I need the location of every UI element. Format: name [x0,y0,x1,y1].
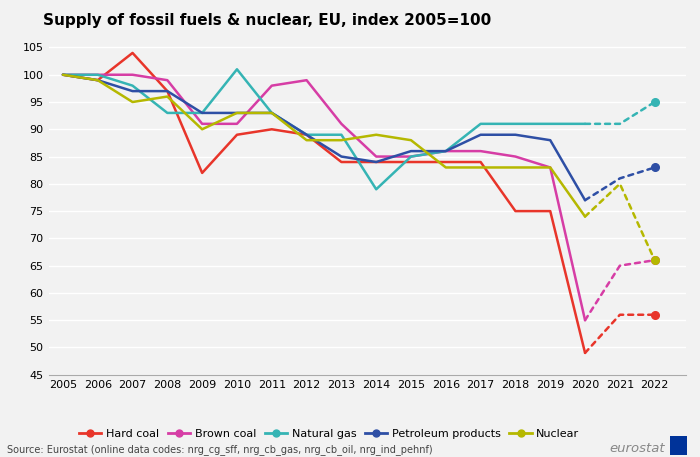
Legend: Hard coal, Brown coal, Natural gas, Petroleum products, Nuclear: Hard coal, Brown coal, Natural gas, Petr… [75,424,584,443]
Text: Source: Eurostat (online data codes: nrg_cg_sff, nrg_cb_gas, nrg_cb_oil, nrg_ind: Source: Eurostat (online data codes: nrg… [7,444,433,455]
Text: eurostat: eurostat [609,442,664,455]
Text: Supply of fossil fuels & nuclear, EU, index 2005=100: Supply of fossil fuels & nuclear, EU, in… [43,13,491,28]
